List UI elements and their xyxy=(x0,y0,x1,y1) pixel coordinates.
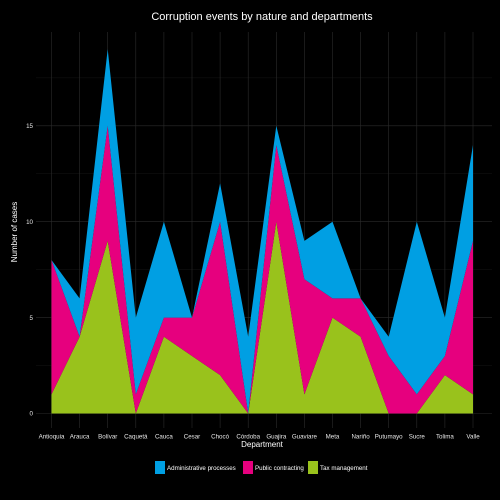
x-tick-label: Antioquia xyxy=(39,434,65,441)
x-tick-label: Tolima xyxy=(436,434,454,441)
x-tick-label: Bolívar xyxy=(98,434,117,441)
y-tick-label: 10 xyxy=(26,219,33,226)
x-tick-label: Cauca xyxy=(155,434,173,441)
x-tick-label: Córdoba xyxy=(236,434,260,441)
x-tick-label: Guaviare xyxy=(292,434,318,441)
x-tick-label: Meta xyxy=(326,434,340,441)
legend-swatch-administrative-processes xyxy=(155,461,165,474)
legend-label-administrative-processes: Administrative processes xyxy=(167,465,236,472)
legend-label-tax-management: Tax management xyxy=(320,465,368,472)
x-axis-title: Department xyxy=(241,440,284,449)
y-tick-label: 15 xyxy=(26,123,33,130)
x-tick-label: Arauca xyxy=(70,434,90,441)
legend-label-public-contracting: Public contracting xyxy=(255,465,304,472)
x-tick-label: Nariño xyxy=(351,434,370,441)
x-tick-label: Cesar xyxy=(184,434,201,441)
y-tick-labels: 0 5 10 15 xyxy=(26,123,33,418)
area-tax-management xyxy=(51,221,473,414)
y-tick-label: 5 xyxy=(30,315,34,322)
legend-swatch-tax-management xyxy=(308,461,318,474)
x-tick-label: Chocó xyxy=(211,434,229,441)
y-tick-label: 0 xyxy=(30,411,34,418)
legend-swatch-public-contracting xyxy=(243,461,253,474)
area-public-contracting xyxy=(51,125,473,414)
area-administrative-processes xyxy=(51,49,473,414)
series-areas xyxy=(51,49,473,414)
y-axis-title: Number of cases xyxy=(10,202,19,262)
x-tick-label: Sucre xyxy=(409,434,426,441)
chart-title: Corruption events by nature and departme… xyxy=(151,11,373,23)
x-tick-label: Caquetá xyxy=(124,434,148,441)
x-tick-label: Guajira xyxy=(266,434,287,441)
x-tick-labels: Antioquia Arauca Bolívar Caquetá Cauca Cesar C… xyxy=(39,434,481,441)
legend: Administrative processes Public contracti… xyxy=(155,461,368,474)
x-tick-label: Valle xyxy=(466,434,480,441)
x-tick-label: Putumayo xyxy=(375,434,403,441)
